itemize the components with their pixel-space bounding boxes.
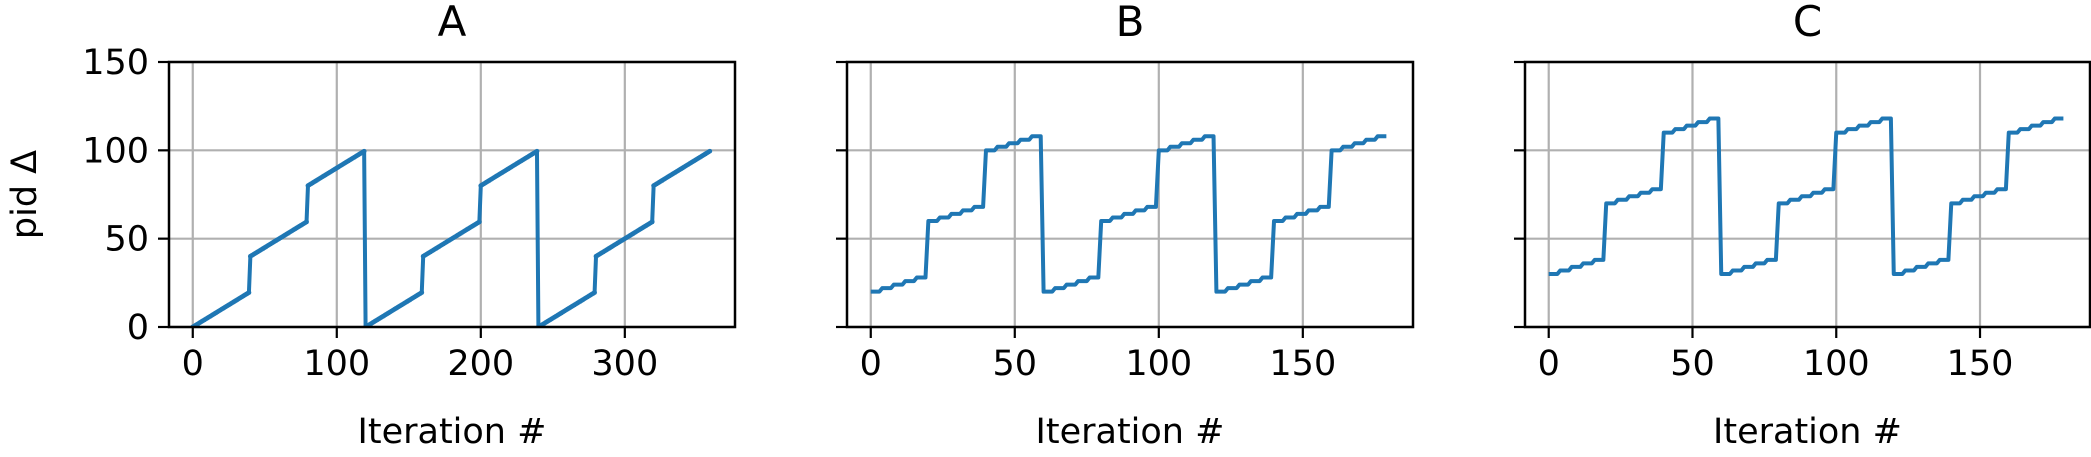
x-tick-label: 100: [1803, 344, 1870, 384]
y-tick-label: 50: [104, 220, 149, 260]
data-point: [707, 148, 713, 154]
chart-panel-a: 0 100 200 300 0 50 100 150 A Iteration # pid Δ: [5, 0, 737, 452]
data-point: [304, 219, 309, 225]
data-point: [534, 148, 540, 154]
x-axis-label: Iteration #: [1036, 412, 1225, 452]
chart-panel-b: 0 50 100 150 B Iteration #: [836, 0, 1415, 452]
x-axis-label: Iteration #: [358, 412, 547, 452]
x-tick-label: 150: [1947, 344, 2014, 384]
chart-title: A: [438, 0, 467, 46]
x-tick-label: 300: [591, 344, 658, 384]
x-tick-label: 50: [993, 344, 1038, 384]
x-tick-label: 0: [182, 344, 204, 384]
data-point: [649, 219, 655, 225]
x-tick-label: 100: [303, 344, 370, 384]
x-tick-label: 0: [860, 344, 882, 384]
data-point: [476, 219, 482, 225]
chart-panel-c: 0 50 100 150 C Iteration #: [1514, 0, 2091, 452]
series-line: [1548, 116, 2064, 276]
chart-title: C: [1793, 0, 1822, 46]
data-point: [361, 148, 367, 154]
y-tick-label: 150: [82, 43, 149, 83]
x-tick-label: 100: [1125, 344, 1192, 384]
x-axis-label: Iteration #: [1713, 412, 1902, 452]
y-tick-label: 100: [82, 131, 149, 171]
series-line: [870, 134, 1387, 294]
axes-frame: [167, 60, 737, 329]
axes-frame: [845, 60, 1415, 329]
x-tick-label: 200: [447, 344, 514, 384]
x-tick-label: 0: [1538, 344, 1560, 384]
x-tick-label: 50: [1670, 344, 1715, 384]
x-tick-label: 150: [1269, 344, 1336, 384]
data-point: [592, 290, 597, 295]
data-point: [419, 290, 425, 295]
chart-title: B: [1116, 0, 1145, 46]
y-tick-label: 0: [127, 308, 149, 348]
axes-frame: [1523, 60, 2091, 329]
data-point: [246, 290, 252, 295]
y-axis-label: pid Δ: [5, 150, 45, 239]
